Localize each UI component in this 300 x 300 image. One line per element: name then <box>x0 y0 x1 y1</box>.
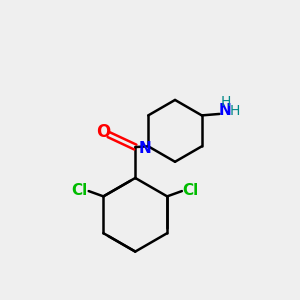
Text: Cl: Cl <box>72 183 88 198</box>
Text: H: H <box>220 94 230 109</box>
Text: H: H <box>230 104 240 118</box>
Text: Cl: Cl <box>183 183 199 198</box>
Text: O: O <box>96 123 110 141</box>
Text: N: N <box>138 141 151 156</box>
Text: N: N <box>219 103 232 118</box>
